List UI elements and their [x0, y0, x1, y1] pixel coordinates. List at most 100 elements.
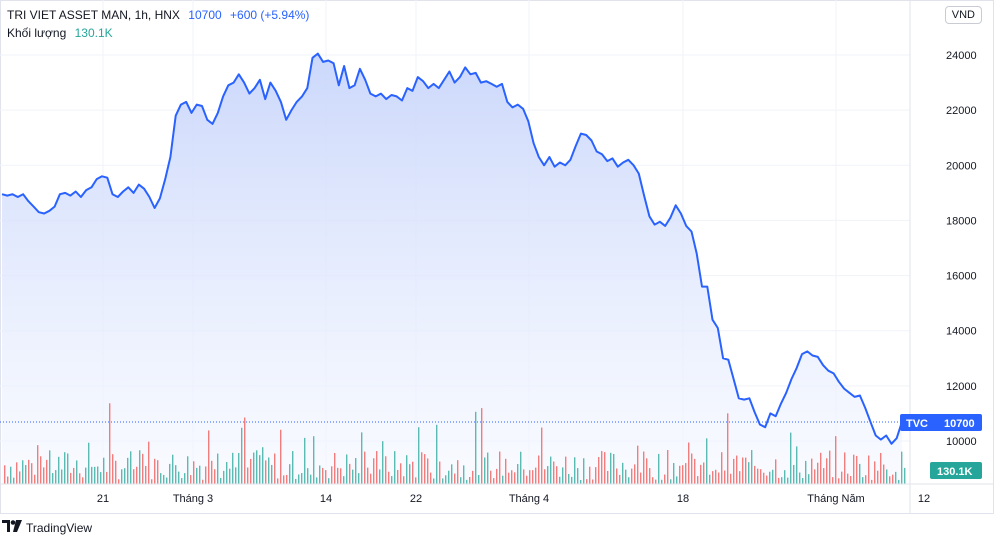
- volume-bar: [163, 474, 165, 484]
- volume-bar: [490, 470, 492, 484]
- volume-bar: [127, 457, 129, 484]
- volume-bar: [892, 474, 894, 484]
- volume-bar: [208, 430, 210, 484]
- volume-bar: [157, 460, 159, 484]
- volume-bar: [607, 470, 609, 484]
- volume-bar: [718, 472, 720, 484]
- volume-bar: [652, 477, 654, 484]
- volume-bar: [763, 472, 765, 484]
- volume-label[interactable]: Khối lượng: [7, 26, 67, 40]
- y-tick-label: 16000: [946, 271, 977, 283]
- volume-bar: [658, 453, 660, 484]
- volume-bar: [787, 477, 789, 484]
- volume-bar: [697, 476, 699, 484]
- price-line[interactable]: [1, 52, 903, 445]
- volume-bar: [229, 468, 231, 484]
- volume-bar: [613, 453, 615, 484]
- volume-bar: [442, 478, 444, 484]
- volume-bar: [214, 469, 216, 484]
- volume-bar: [802, 478, 804, 484]
- volume-bar: [136, 466, 138, 484]
- volume-bar: [805, 460, 807, 484]
- volume-bar: [631, 468, 633, 484]
- volume-bar: [475, 411, 477, 484]
- volume-bar: [247, 467, 249, 484]
- volume-bar: [436, 424, 438, 484]
- volume-bar: [748, 462, 750, 484]
- volume-bar: [271, 464, 273, 484]
- volume-bar: [385, 456, 387, 484]
- y-tick-label: 20000: [946, 160, 977, 172]
- volume-bar: [640, 472, 642, 484]
- volume-value: 130.1K: [74, 26, 113, 40]
- volume-bar: [7, 476, 9, 484]
- volume-bar: [310, 474, 312, 484]
- volume-bar: [481, 408, 483, 484]
- volume-bar: [754, 465, 756, 484]
- volume-bar: [40, 456, 42, 484]
- volume-bar: [817, 462, 819, 484]
- symbol-title[interactable]: TRI VIET ASSET MAN, 1h, HNX: [7, 8, 180, 22]
- volume-bar: [541, 427, 543, 484]
- volume-bar: [889, 476, 891, 484]
- footer-brand[interactable]: TradingView: [2, 520, 92, 535]
- volume-bar: [859, 463, 861, 484]
- volume-bar: [151, 479, 153, 484]
- volume-bar: [172, 454, 174, 484]
- volume-bar: [532, 470, 534, 484]
- volume-bar: [709, 474, 711, 484]
- volume-bar: [283, 475, 285, 484]
- volume-bar: [388, 471, 390, 484]
- tradingview-brand-text: TradingView: [26, 520, 93, 535]
- volume-bar: [616, 468, 618, 484]
- volume-bar: [676, 476, 678, 484]
- volume-bar: [328, 478, 330, 484]
- volume-bar: [469, 477, 471, 484]
- volume-bar: [97, 466, 99, 484]
- price-change: +600 (+5.94%): [230, 8, 310, 22]
- volume-bar: [460, 477, 462, 484]
- volume-tag-value: 130.1K: [937, 466, 973, 478]
- volume-bar: [10, 466, 12, 484]
- volume-bar: [757, 468, 759, 484]
- volume-bar: [301, 473, 303, 484]
- x-tick-label: 14: [320, 493, 332, 505]
- volume-bar: [793, 464, 795, 484]
- volume-bar: [493, 478, 495, 484]
- volume-bar: [343, 476, 345, 484]
- volume-bar: [67, 453, 69, 484]
- volume-bar: [664, 474, 666, 484]
- volume-tag-box: [930, 462, 982, 479]
- volume-bar: [181, 478, 183, 484]
- price-chart[interactable]: 24000 22000 20000 18000 16000 14000 12000 10000…: [0, 0, 995, 514]
- volume-bar: [139, 450, 141, 484]
- volume-bar: [340, 468, 342, 484]
- volume-bar: [70, 472, 72, 484]
- volume-bar: [739, 471, 741, 484]
- volume-bar: [898, 479, 900, 484]
- volume-bar: [142, 453, 144, 484]
- volume-bar: [37, 445, 39, 484]
- volume-bar: [850, 475, 852, 484]
- volume-bar: [550, 456, 552, 484]
- volume-bar: [304, 437, 306, 484]
- volume-bar: [241, 427, 243, 484]
- volume-bar: [520, 451, 522, 484]
- volume-bar: [280, 429, 282, 484]
- volume-bar: [625, 469, 627, 484]
- volume-bar: [499, 451, 501, 484]
- volume-bar: [403, 476, 405, 484]
- volume-bar: [295, 478, 297, 484]
- volume-bar: [358, 473, 360, 484]
- volume-bar: [769, 471, 771, 484]
- volume-bar: [376, 451, 378, 484]
- volume-bar: [505, 458, 507, 484]
- volume-bar: [472, 470, 474, 484]
- volume-bar: [862, 477, 864, 484]
- volume-bar: [574, 457, 576, 484]
- volume-bar: [667, 450, 669, 484]
- volume-bar: [76, 460, 78, 484]
- volume-bar: [19, 471, 21, 484]
- volume-bar: [841, 471, 843, 484]
- currency-button[interactable]: VND: [944, 6, 982, 24]
